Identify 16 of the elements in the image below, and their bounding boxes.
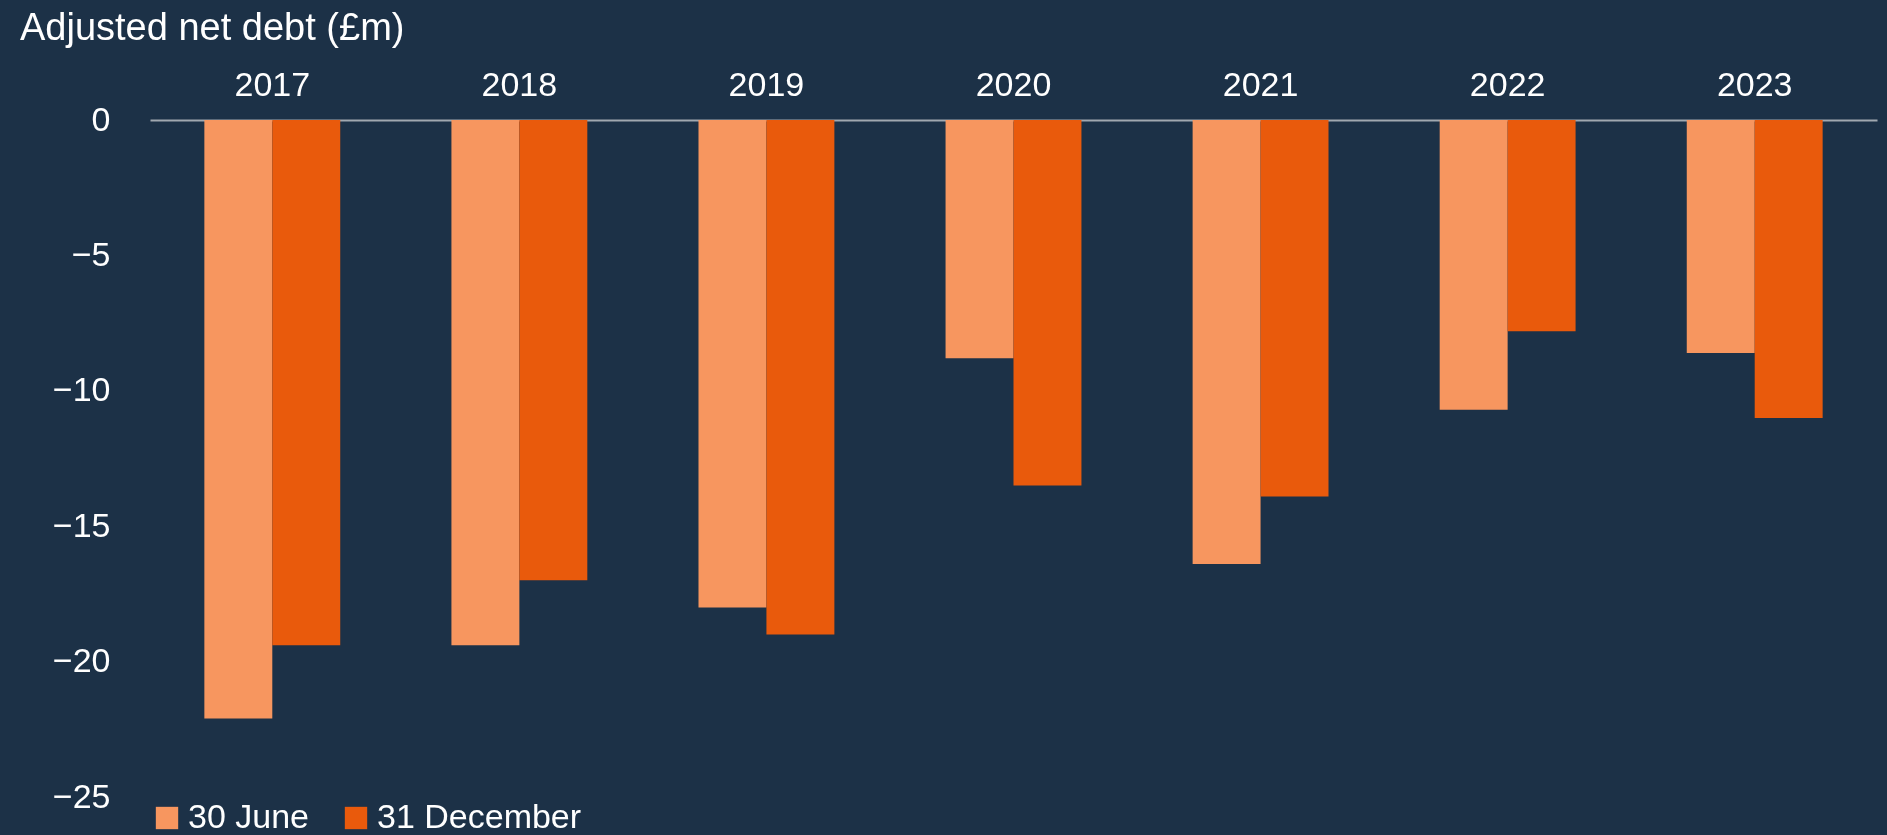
x-tick-label: 2023 bbox=[1716, 64, 1793, 103]
x-tick-label: 2017 bbox=[234, 64, 311, 103]
x-tick-label: 2022 bbox=[1469, 64, 1546, 103]
y-tick-label: −25 bbox=[52, 776, 111, 815]
y-tick-label: −5 bbox=[71, 234, 111, 273]
x-tick-label: 2021 bbox=[1222, 64, 1299, 103]
legend-label: 31 December bbox=[377, 797, 582, 835]
y-tick-label: −20 bbox=[52, 641, 111, 680]
y-tick-label: −10 bbox=[52, 370, 111, 409]
y-tick-label: 0 bbox=[91, 99, 111, 138]
x-tick-label: 2019 bbox=[728, 64, 805, 103]
y-tick-label: −15 bbox=[52, 505, 111, 544]
legend-label: 30 June bbox=[188, 797, 309, 835]
x-tick-label: 2020 bbox=[975, 64, 1052, 103]
chart-title: Adjusted net debt (£m) bbox=[20, 6, 405, 48]
x-tick-label: 2018 bbox=[481, 64, 558, 103]
